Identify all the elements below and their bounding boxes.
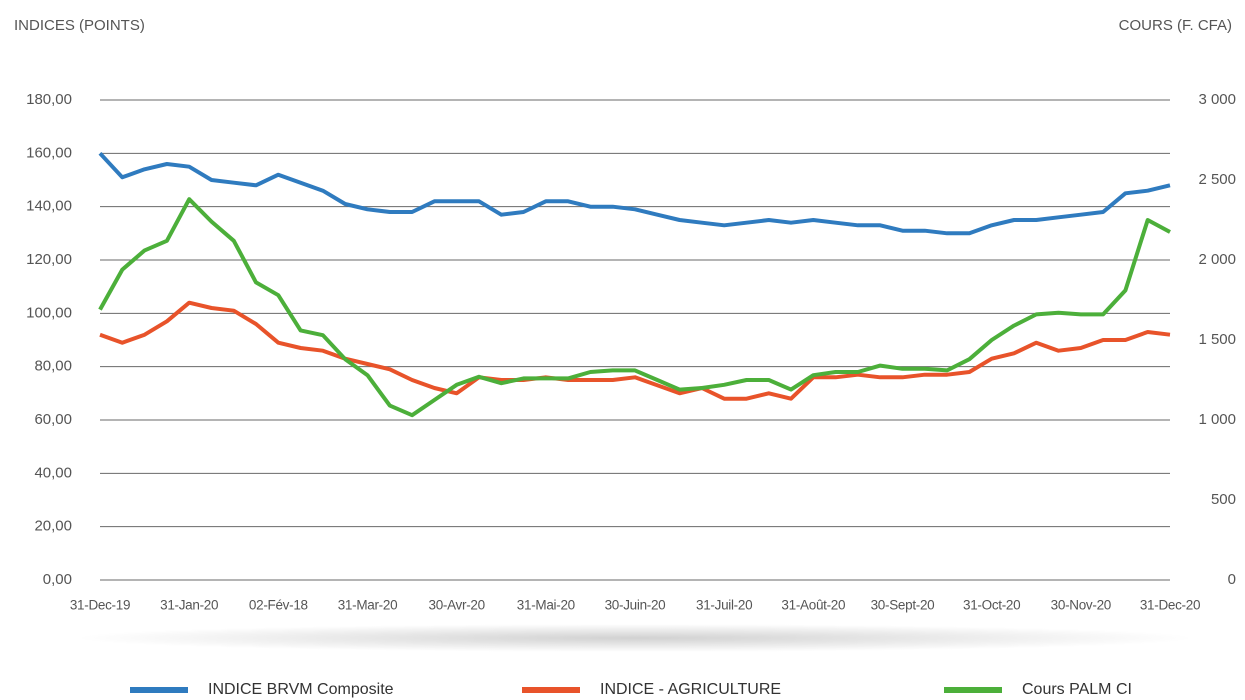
y2-tick-label: 0 (1228, 571, 1236, 588)
y-tick-label: 180,00 (26, 91, 72, 108)
x-tick-label: 30-Avr-20 (428, 598, 484, 613)
legend-label: INDICE - AGRICULTURE (600, 681, 781, 698)
legend-label: INDICE BRVM Composite (208, 681, 394, 698)
x-tick-label: 31-Mai-20 (517, 598, 575, 613)
y-tick-label: 160,00 (26, 144, 72, 161)
x-tick-label: 30-Sept-20 (871, 598, 935, 613)
y-tick-label: 40,00 (34, 464, 72, 481)
y-tick-label: 100,00 (26, 304, 72, 321)
y2-tick-label: 2 000 (1198, 251, 1236, 268)
y2-tick-label: 500 (1211, 491, 1236, 508)
y-axis-title: INDICES (POINTS) (14, 17, 145, 34)
y-tick-label: 140,00 (26, 198, 72, 215)
series-line (99, 300, 1171, 401)
y-tick-label: 20,00 (34, 518, 72, 535)
series-line (98, 197, 1171, 418)
y2-axis-title: COURS (F. CFA) (1119, 17, 1232, 34)
legend-label: Cours PALM CI (1022, 681, 1132, 698)
series-line (98, 151, 1171, 236)
x-tick-label: 31-Dec-19 (70, 598, 130, 613)
y-tick-label: 120,00 (26, 251, 72, 268)
y-tick-label: 0,00 (43, 571, 72, 588)
y2-tick-label: 3 000 (1198, 91, 1236, 108)
y2-tick-label: 1 500 (1198, 331, 1236, 348)
x-tick-label: 30-Juin-20 (605, 598, 666, 613)
y-tick-label: 80,00 (34, 358, 72, 375)
x-tick-label: 31-Dec-20 (1140, 598, 1200, 613)
x-tick-label: 02-Fév-18 (249, 598, 308, 613)
x-tick-label: 30-Nov-20 (1051, 598, 1111, 613)
x-tick-label: 31-Oct-20 (963, 598, 1020, 613)
y2-tick-label: 2 500 (1198, 171, 1236, 188)
x-tick-label: 31-Mar-20 (338, 598, 398, 613)
axis-shadow (75, 624, 1195, 652)
x-tick-label: 31-Jan-20 (160, 598, 218, 613)
x-tick-label: 31-Juil-20 (696, 598, 752, 613)
y2-tick-label: 1 000 (1198, 411, 1236, 428)
x-tick-label: 31-Août-20 (781, 598, 845, 613)
y-tick-label: 60,00 (34, 411, 72, 428)
